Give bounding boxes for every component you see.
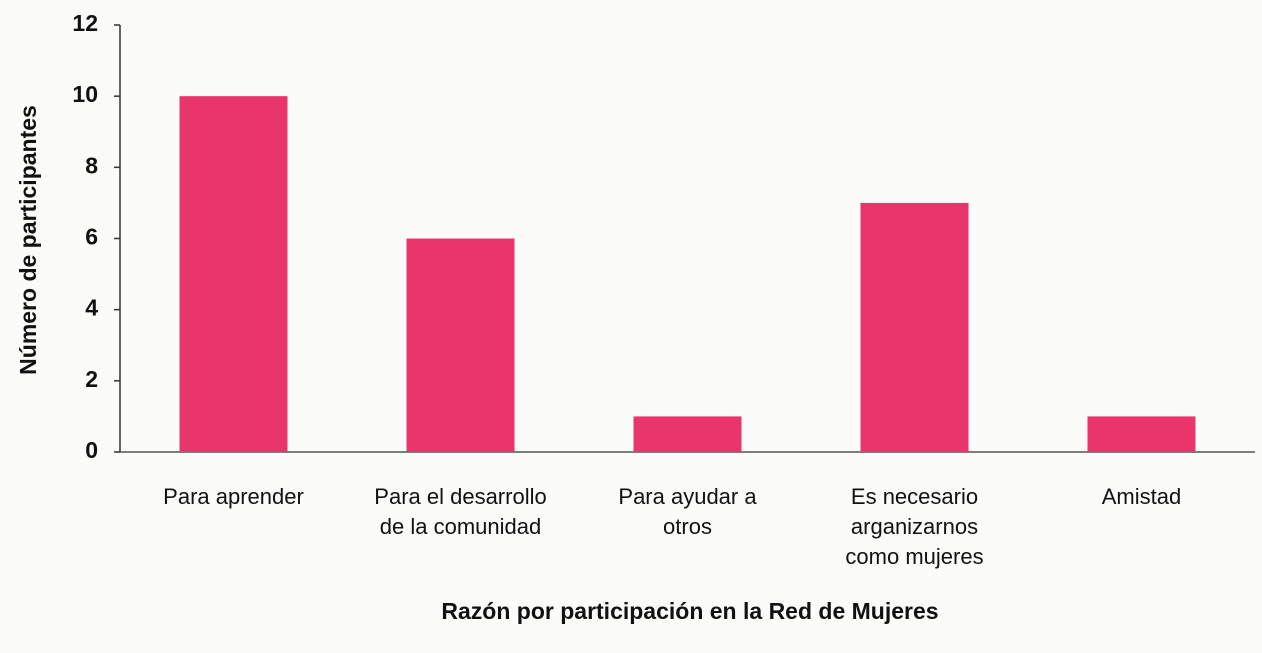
bar [179,96,288,453]
x-tick-label: Para aprender [163,484,304,509]
x-tick-label: Para el desarrollo de la comunidad [374,484,547,539]
y-tick-label: 12 [72,10,98,36]
bar [860,202,969,452]
x-tick-label: Amistad [1101,484,1182,509]
y-tick-label: 6 [85,224,98,250]
x-axis-title: Razón por participación en la Red de Muj… [441,598,939,624]
y-tick-label: 0 [85,437,98,463]
y-tick-label: 2 [85,366,98,392]
bar [1087,416,1196,452]
y-tick-label: 8 [85,152,98,178]
bar [406,238,515,452]
y-tick-label: 4 [85,295,98,321]
bar [633,416,742,452]
x-tick-label: Es necesario arganizarnos como mujeres [845,484,984,569]
y-tick-label: 10 [72,81,98,107]
x-tick-label: Para ayudar a otros [618,484,757,539]
y-axis-title: Número de participantes [15,105,41,375]
